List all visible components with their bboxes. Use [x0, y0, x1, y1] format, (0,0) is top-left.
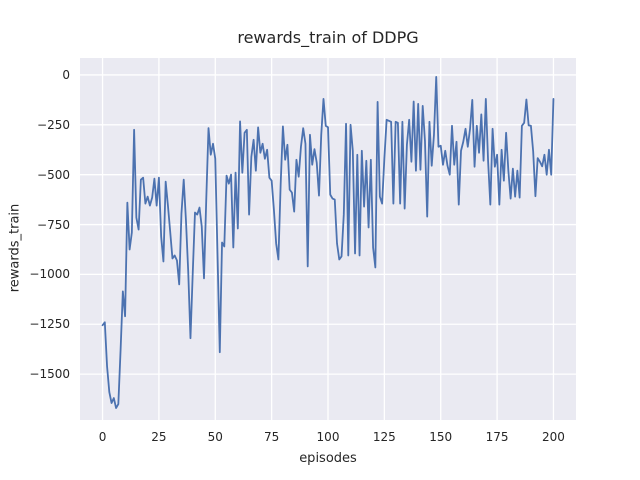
y-tick-label-minus-1500: −1500: [29, 367, 70, 382]
y-tick-label-minus-750: −750: [37, 217, 70, 232]
chart-canvas: [80, 58, 576, 420]
x-tick-label-125: 125: [372, 430, 396, 444]
x-tick-label-50: 50: [207, 430, 223, 444]
x-tick-label-0: 0: [98, 430, 107, 444]
y-tick-label-minus-250: −250: [37, 117, 70, 132]
y-tick-label-minus-500: −500: [37, 167, 70, 182]
x-axis-label: episodes: [299, 451, 357, 466]
x-tick-label-100: 100: [316, 430, 340, 444]
chart-title: rewards_train of DDPG: [237, 28, 419, 47]
x-tick-label-75: 75: [263, 430, 280, 444]
plot-area: [80, 58, 576, 420]
y-tick-label-0: 0: [62, 67, 70, 82]
x-tick-label-175: 175: [485, 430, 509, 444]
x-tick-label-200: 200: [542, 430, 565, 444]
y-tick-label-minus-1000: −1000: [29, 267, 70, 282]
x-tick-label-150: 150: [429, 430, 453, 444]
x-tick-label-25: 25: [151, 430, 167, 444]
y-tick-label-minus-1250: −1250: [29, 317, 70, 332]
series-line-rewards-train: [101, 76, 555, 409]
